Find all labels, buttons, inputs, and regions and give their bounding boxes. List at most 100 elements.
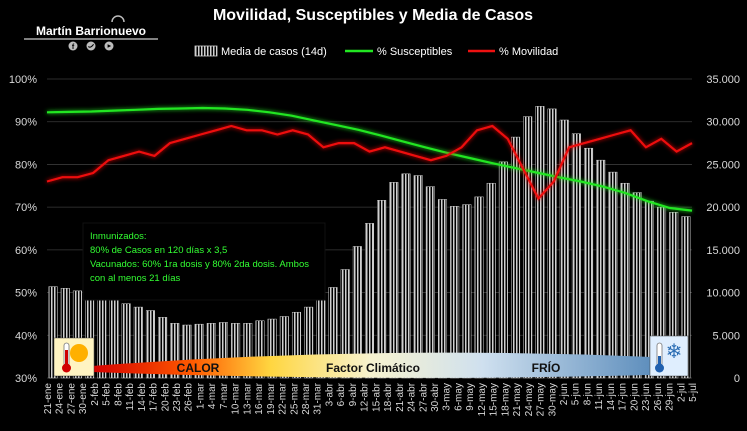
cases-bar — [121, 303, 131, 379]
x-tick-label: 15-may — [489, 383, 500, 416]
x-tick-label: 20-jun — [629, 383, 640, 411]
x-tick-label: 6-may — [454, 383, 465, 411]
cases-bar — [511, 136, 521, 379]
cases-bar — [182, 324, 192, 379]
y-right-tick-label: 0 — [734, 373, 740, 385]
cases-bar — [48, 286, 58, 379]
cases-bar — [401, 173, 411, 379]
legend-swatch-cases — [194, 45, 218, 57]
x-tick-label: 2-feb — [90, 383, 101, 406]
x-tick-label: 4-mar — [207, 382, 218, 409]
cases-bar — [243, 323, 253, 379]
cases-bar — [498, 161, 508, 379]
youtube-icon[interactable] — [104, 41, 114, 51]
x-tick-label: 8-jun — [583, 383, 594, 405]
x-tick-label: 21-abr — [395, 382, 406, 412]
cases-bar — [632, 192, 642, 379]
svg-text:f: f — [72, 44, 75, 51]
cold-thermometer-icon: ❄ — [649, 335, 689, 377]
cases-bar — [206, 323, 216, 379]
legend-label-movilidad: % Movilidad — [499, 46, 558, 58]
cases-bar — [145, 310, 155, 379]
cases-bar — [377, 200, 387, 379]
cases-bars — [48, 106, 691, 379]
y-right-tick-label: 25.000 — [706, 159, 740, 171]
x-tick-label: 18-may — [500, 383, 511, 416]
cases-bar — [194, 323, 204, 379]
climate-gradient — [92, 352, 650, 378]
twitter-icon[interactable] — [86, 41, 96, 51]
cases-bar — [584, 147, 594, 379]
climate-label-cold: FRÍO — [532, 360, 561, 375]
y-axis-right: 35.000 30.000 25.000 20.000 15.000 10.000 5.00… — [706, 74, 740, 385]
cases-bar — [669, 212, 679, 379]
x-tick-label: 20-feb — [160, 383, 171, 412]
legend-label-susceptibles: % Susceptibles — [377, 46, 453, 58]
hot-thermometer-icon — [53, 337, 95, 377]
x-tick-label: 22-mar — [278, 382, 289, 414]
x-tick-label: 14-jun — [606, 383, 617, 411]
x-tick-label: 9-abr — [348, 382, 359, 406]
y-axis-left: 100% 90% 80% 70% 60% 50% 40% 30% — [9, 74, 37, 385]
x-tick-label: 24-ene — [55, 383, 66, 415]
y-left-tick-label: 70% — [15, 202, 37, 214]
x-tick-label: 11-feb — [125, 383, 136, 411]
y-right-tick-label: 30.000 — [706, 117, 740, 129]
x-tick-label: 5-jul — [688, 383, 699, 402]
x-tick-label: 12-abr — [360, 382, 371, 412]
cases-bar — [547, 108, 557, 379]
x-tick-label: 3-abr — [325, 382, 336, 406]
x-tick-label: 31-mar — [313, 382, 324, 414]
y-left-tick-label: 50% — [15, 288, 37, 300]
x-tick-label: 17-jun — [618, 383, 629, 411]
brand-name: Martín Barrionuevo — [36, 24, 146, 38]
cases-bar — [352, 246, 362, 379]
x-tick-label: 13-mar — [242, 382, 253, 414]
cases-bar — [413, 175, 423, 379]
facebook-icon[interactable]: f — [68, 41, 78, 52]
cases-bar — [438, 199, 448, 379]
cases-bar — [60, 288, 70, 379]
cases-bar — [596, 159, 606, 379]
x-tick-label: 25-mar — [289, 382, 300, 414]
cases-bar — [158, 317, 168, 379]
cases-bar — [72, 290, 82, 379]
x-tick-label: 30-abr — [430, 382, 441, 412]
x-tick-label: 14-feb — [137, 383, 148, 412]
x-tick-label: 11-jun — [594, 383, 605, 410]
x-tick-label: 10-mar — [231, 382, 242, 414]
x-tick-label: 15-abr — [371, 382, 382, 412]
x-tick-label: 2-jun — [559, 383, 570, 405]
susceptibles-line — [46, 106, 693, 212]
cases-bar — [328, 287, 338, 379]
cases-bar — [620, 182, 630, 379]
cases-bar — [340, 269, 350, 379]
climate-label-center: Factor Climático — [326, 361, 420, 375]
x-tick-label: 17-feb — [149, 383, 160, 412]
x-tick-label: 24-may — [524, 383, 535, 416]
x-tick-label: 6-abr — [336, 382, 347, 406]
x-tick-label: 9-may — [465, 383, 476, 411]
svg-text:❄: ❄ — [666, 339, 683, 363]
x-tick-label: 28-mar — [301, 382, 312, 414]
cases-bar — [133, 306, 143, 379]
cases-bar — [462, 204, 472, 379]
cases-bar — [571, 133, 581, 379]
cases-bar — [523, 116, 533, 379]
movilidad-line — [46, 124, 693, 201]
cases-bar — [291, 311, 301, 379]
y-left-tick-label: 30% — [15, 373, 37, 385]
annotation-line-2: 80% de Casos en 120 días x 3,5 — [90, 245, 227, 256]
cases-bar — [657, 206, 667, 379]
x-tick-label: 5-feb — [102, 383, 113, 406]
x-tick-label: 19-mar — [266, 382, 277, 414]
x-tick-label: 12-may — [477, 383, 488, 416]
cases-bar — [450, 206, 460, 379]
legend-label-cases: Media de casos (14d) — [221, 46, 327, 58]
y-left-tick-label: 60% — [15, 245, 37, 257]
cases-bar — [231, 323, 241, 379]
x-tick-label: 26-feb — [184, 383, 195, 412]
annotation-line-3: Vacunados: 60% 1ra dosis y 80% 2da dosis… — [90, 259, 309, 270]
y-right-tick-label: 20.000 — [706, 202, 740, 214]
